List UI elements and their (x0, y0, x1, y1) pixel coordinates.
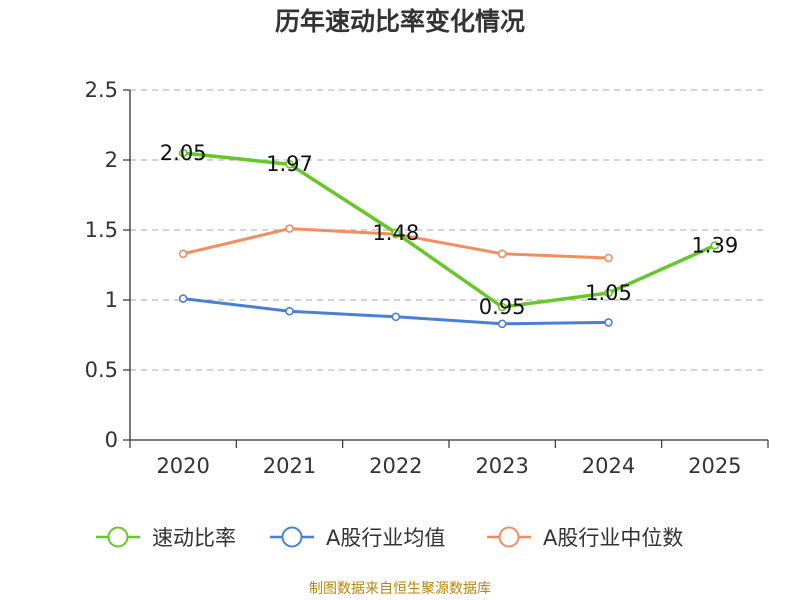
data-labels: 2.05 1.97 1.48 0.95 1.05 1.39 (160, 141, 738, 319)
data-label: 1.39 (691, 233, 738, 257)
data-label: 1.05 (585, 281, 632, 305)
data-point (497, 319, 507, 329)
data-point (285, 159, 294, 169)
data-label: 1.97 (266, 152, 313, 176)
y-tick-label: 2 (105, 148, 118, 172)
x-tick-label: 2024 (582, 454, 635, 478)
x-tick-label: 2020 (156, 454, 209, 478)
data-point (604, 318, 613, 327)
legend-label: 速动比率 (152, 526, 236, 550)
y-tick-label: 2.5 (85, 78, 118, 102)
x-tick-label: 2021 (263, 454, 316, 478)
legend-marker (107, 526, 129, 548)
grid-lines (130, 89, 768, 371)
data-point (391, 228, 401, 238)
series-line (182, 151, 716, 309)
data-label: 2.05 (160, 141, 207, 165)
data-label: 1.48 (372, 221, 419, 245)
x-tick-label: 2025 (688, 454, 741, 478)
x-tick-label: 2023 (475, 454, 528, 478)
data-point (178, 249, 188, 259)
y-tick-label: 1 (105, 288, 118, 312)
y-tick-label: 1.5 (85, 218, 118, 242)
legend-label: A股行业均值 (326, 526, 445, 550)
data-point (285, 224, 294, 233)
source-note: 制图数据来自恒生聚源数据库 (309, 581, 491, 597)
series-group (178, 148, 720, 329)
data-point (178, 294, 188, 303)
data-label: 0.95 (479, 295, 526, 319)
legend: 速动比率 A股行业均值 A股行业中位数 (96, 526, 683, 550)
axes: 0 0.5 1 1.5 2 2.5 2020 2021 2022 2023 2024 2025 (85, 78, 769, 478)
legend-marker (281, 526, 303, 548)
data-point (178, 148, 188, 158)
data-point (604, 288, 613, 298)
y-tick-label: 0.5 (85, 358, 118, 382)
legend-marker (498, 526, 520, 548)
data-point (497, 249, 507, 259)
y-tick-label: 0 (105, 428, 118, 452)
chart-title: 历年速动比率变化情况 (274, 7, 525, 36)
data-point (710, 241, 720, 250)
data-point (604, 253, 613, 263)
x-tick-label: 2022 (369, 454, 422, 478)
data-point (391, 312, 401, 322)
data-point (497, 302, 507, 312)
data-point (285, 306, 294, 316)
legend-label: A股行业中位数 (543, 526, 683, 550)
